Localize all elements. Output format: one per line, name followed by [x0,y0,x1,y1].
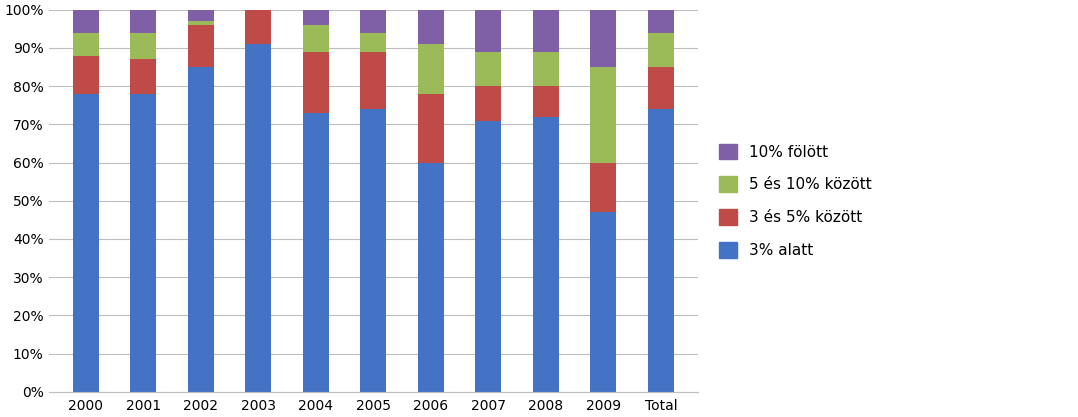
Bar [533,117,558,392]
Bar [360,10,386,33]
Bar [475,86,501,121]
Bar [130,59,156,94]
Bar [591,10,617,67]
Bar [188,21,213,25]
Bar [246,10,272,44]
Bar [188,25,213,67]
Bar [130,33,156,59]
Bar [246,44,272,392]
Bar [648,33,674,67]
Bar [648,109,674,392]
Bar [591,212,617,392]
Bar [533,52,558,86]
Bar [73,94,99,392]
Bar [303,10,329,25]
Bar [188,10,213,21]
Bar [360,33,386,52]
Bar [475,121,501,392]
Bar [303,113,329,392]
Bar [303,25,329,52]
Bar [303,52,329,113]
Bar [418,163,444,392]
Bar [130,94,156,392]
Bar [648,10,674,33]
Bar [188,67,213,392]
Bar [360,52,386,109]
Bar [533,10,558,52]
Bar [418,10,444,44]
Bar [591,67,617,163]
Bar [648,67,674,109]
Bar [591,163,617,212]
Bar [73,33,99,55]
Bar [73,10,99,33]
Bar [130,10,156,33]
Bar [73,55,99,94]
Bar [533,86,558,117]
Bar [418,44,444,94]
Bar [360,109,386,392]
Bar [418,94,444,163]
Legend: 10% fölött, 5 és 10% között, 3 és 5% között, 3% alatt: 10% fölött, 5 és 10% között, 3 és 5% köz… [713,138,877,264]
Bar [475,52,501,86]
Bar [475,10,501,52]
